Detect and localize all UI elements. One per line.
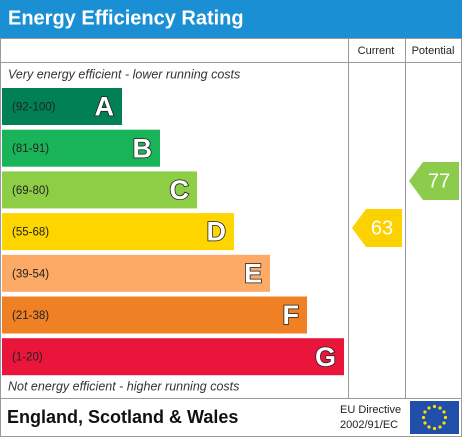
column-header: Current [358, 45, 395, 57]
current-value: 63 [371, 217, 393, 239]
eu-star [432, 426, 437, 431]
band [2, 254, 270, 292]
title: Energy Efficiency Rating [8, 7, 244, 29]
band [2, 171, 197, 209]
eu-star [438, 425, 442, 429]
current-arrow [352, 209, 402, 247]
band [2, 129, 160, 167]
band [2, 88, 122, 125]
potential-arrow [409, 162, 459, 200]
band [2, 296, 307, 334]
band-letter: D [207, 217, 227, 247]
eu-star [423, 410, 427, 414]
band-letter: F [283, 300, 300, 330]
band-range: (81-91) [12, 143, 49, 155]
eu-star [442, 421, 446, 425]
band [2, 338, 344, 376]
band-range: (1-20) [12, 352, 43, 364]
eu-star [427, 425, 431, 429]
band [2, 213, 234, 251]
band-letter: C [170, 175, 190, 205]
eu-star [438, 406, 442, 410]
band-letter: B [133, 133, 153, 163]
band-range: (21-38) [12, 310, 49, 322]
band-letter: A [95, 92, 115, 122]
eu-star [421, 415, 426, 420]
column-header: Potential [412, 45, 455, 57]
band-letter: E [244, 258, 262, 288]
eu-star [443, 415, 448, 420]
title-bar [0, 0, 462, 38]
eu-star [423, 421, 427, 425]
top-note: Very energy efficient - lower running co… [8, 67, 240, 81]
potential-value: 77 [428, 170, 450, 192]
band-letter: G [315, 342, 336, 372]
band-range: (92-100) [12, 102, 56, 114]
band-range: (39-54) [12, 268, 49, 280]
directive: 2002/91/EC [340, 419, 398, 431]
band-range: (69-80) [12, 185, 49, 197]
bands: (92-100) A (81-91) B (69-80) C (55-68) D (39-54)… [2, 88, 344, 376]
directive: EU Directive [340, 404, 401, 416]
eu-star [432, 404, 437, 409]
region: England, Scotland & Wales [7, 407, 238, 427]
eu-star [427, 406, 431, 410]
eu-stars [421, 404, 448, 431]
band-range: (55-68) [12, 227, 49, 239]
bottom-note: Not energy efficient - higher running co… [8, 379, 239, 393]
eu-star [442, 410, 446, 414]
